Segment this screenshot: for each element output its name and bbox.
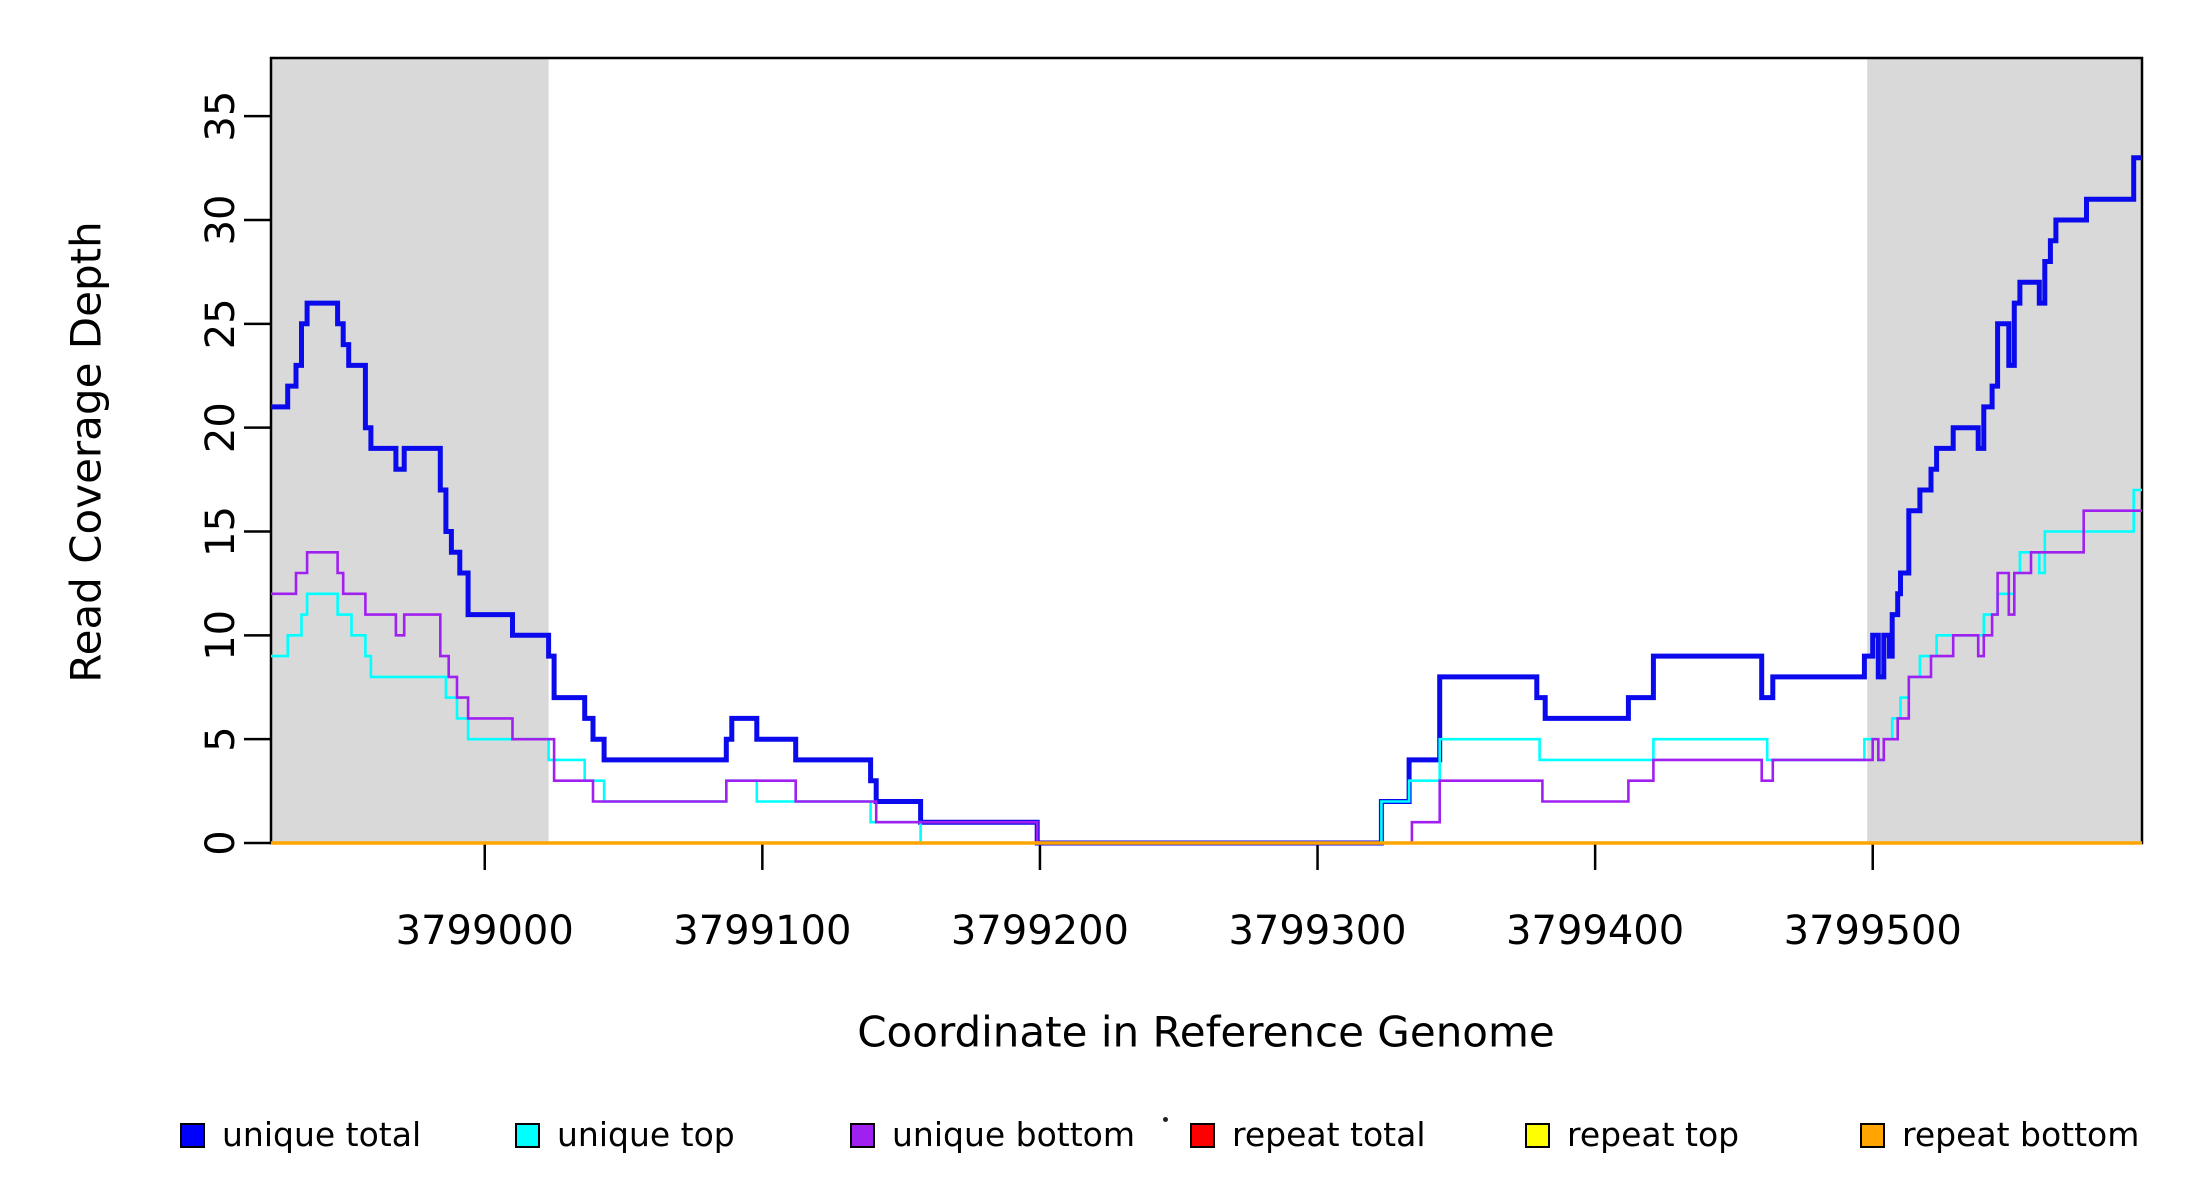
y-tick-label: 30 bbox=[198, 195, 244, 246]
y-tick-label: 0 bbox=[198, 830, 244, 855]
legend-swatch-icon bbox=[515, 1122, 540, 1148]
x-tick-label: 3799400 bbox=[1506, 908, 1684, 954]
legend-label: unique total bbox=[222, 1115, 422, 1154]
series-line-unique-bottom bbox=[271, 509, 2142, 845]
legend-swatch-icon bbox=[1525, 1122, 1550, 1148]
y-tick-label: 5 bbox=[198, 726, 244, 751]
series-line-unique-total bbox=[271, 155, 2142, 846]
y-tick-label: 35 bbox=[198, 91, 244, 142]
series-line-unique-top bbox=[271, 488, 2142, 845]
legend-item-unique-top: unique top bbox=[515, 1115, 735, 1154]
legend-item-repeat-total: repeat total bbox=[1190, 1115, 1426, 1154]
legend-label: repeat top bbox=[1567, 1115, 1740, 1154]
x-tick-label: 3799000 bbox=[396, 908, 574, 954]
x-tick-label: 3799100 bbox=[673, 908, 851, 954]
plot-box bbox=[269, 56, 2144, 845]
x-tick-label: 3799300 bbox=[1228, 908, 1406, 954]
legend-artifact-dot bbox=[1163, 1117, 1168, 1122]
legend-swatch-icon bbox=[850, 1122, 875, 1148]
legend-label: unique top bbox=[557, 1115, 735, 1154]
legend-label: repeat total bbox=[1232, 1115, 1426, 1154]
legend-item-unique-bottom: unique bottom bbox=[850, 1115, 1136, 1154]
legend-item-unique-total: unique total bbox=[180, 1115, 422, 1154]
legend-swatch-icon bbox=[1190, 1122, 1215, 1148]
x-axis-title: Coordinate in Reference Genome bbox=[857, 1007, 1555, 1057]
x-tick-label: 3799200 bbox=[951, 908, 1129, 954]
chart-legend: unique total unique top unique bottom repea… bbox=[0, 0, 2200, 1151]
legend-item-repeat-top: repeat top bbox=[1525, 1115, 1740, 1154]
x-tick-label: 3799500 bbox=[1784, 908, 1962, 954]
legend-label: repeat bottom bbox=[1902, 1115, 2140, 1154]
shaded-region-right bbox=[1867, 58, 2142, 843]
y-axis-title: Read Coverage Depth bbox=[61, 221, 111, 683]
y-tick-label: 10 bbox=[198, 610, 244, 661]
y-tick-label: 15 bbox=[198, 506, 244, 557]
y-tick-label: 20 bbox=[198, 402, 244, 453]
legend-swatch-icon bbox=[1860, 1122, 1885, 1148]
legend-swatch-icon bbox=[180, 1122, 205, 1148]
y-tick-label: 25 bbox=[198, 298, 244, 349]
legend-item-repeat-bottom: repeat bottom bbox=[1860, 1115, 2140, 1154]
legend-label: unique bottom bbox=[892, 1115, 1136, 1154]
